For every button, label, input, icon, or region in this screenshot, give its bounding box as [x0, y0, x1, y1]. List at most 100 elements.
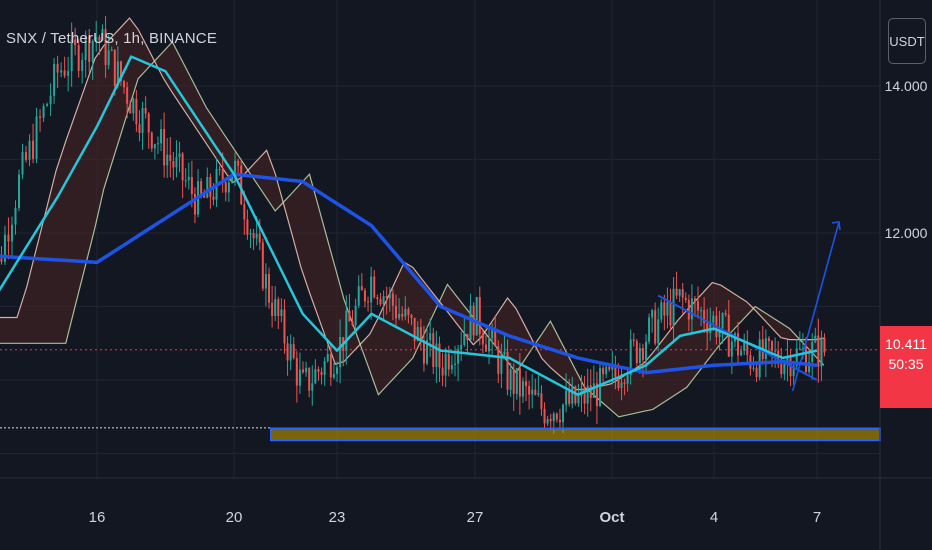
candle-body — [481, 334, 484, 345]
candle-body — [314, 369, 317, 384]
candle-body — [817, 335, 820, 367]
candle-body — [792, 365, 795, 377]
candle-body — [660, 302, 663, 320]
candle-body — [274, 299, 277, 317]
candle-body — [675, 288, 678, 296]
candle-body — [283, 309, 286, 344]
candle-body — [555, 413, 558, 420]
slow-moving-average-line — [0, 172, 818, 375]
candle-body — [363, 290, 366, 302]
candle-body — [181, 153, 184, 181]
candle-body — [357, 286, 360, 306]
candle-body — [200, 181, 203, 195]
candle-body — [249, 233, 252, 235]
candle-body — [466, 333, 469, 340]
candle-body — [113, 49, 116, 86]
candle-body — [394, 305, 397, 319]
x-tick-label: 7 — [813, 509, 821, 526]
candle-body — [376, 297, 379, 299]
candle-body — [298, 369, 301, 386]
candle-body — [718, 328, 721, 338]
candle-body — [277, 299, 280, 317]
candle-body — [311, 383, 314, 391]
candle-body — [184, 180, 187, 182]
candle-body — [632, 339, 635, 342]
candle-body — [317, 369, 320, 372]
candle-body — [752, 367, 755, 369]
candle-body — [552, 413, 555, 422]
candle-body — [758, 339, 761, 378]
last-price-value: 10.411 — [885, 336, 927, 352]
candle-body — [28, 140, 31, 160]
candle-body — [568, 390, 571, 404]
candle-body — [435, 343, 438, 368]
candle-body — [135, 98, 138, 125]
candle-body — [323, 361, 326, 375]
candle-body — [261, 242, 264, 289]
candle-body — [206, 176, 209, 198]
cloud-edge-b — [0, 40, 825, 418]
candle-body — [595, 383, 598, 407]
candle-body — [18, 174, 20, 209]
candle-body — [534, 389, 537, 395]
candle-body — [500, 354, 503, 374]
candle-body — [255, 233, 258, 239]
ichimoku-cloud — [0, 17, 825, 418]
candle-body — [74, 39, 77, 46]
candle-body — [320, 371, 323, 375]
candle-body — [737, 333, 740, 356]
candle-body — [484, 344, 487, 352]
candle-body — [491, 328, 494, 339]
candle-body — [438, 343, 441, 368]
candle-body — [687, 300, 690, 320]
candle-body — [494, 328, 497, 347]
candle-body — [602, 368, 605, 375]
candle-body — [577, 396, 580, 404]
candle-body — [805, 348, 808, 373]
candle-body — [419, 327, 422, 341]
candle-body — [558, 419, 561, 423]
chart-grid — [0, 0, 880, 478]
candle-body — [506, 351, 509, 390]
candle-body — [690, 298, 693, 320]
candle-body — [531, 389, 534, 395]
candle-body — [14, 208, 17, 225]
last-price-tag: 10.411 50:35 — [880, 326, 932, 408]
candle-body — [305, 367, 308, 373]
candle-body — [391, 293, 394, 306]
candle-body — [339, 337, 342, 368]
candle-body — [119, 61, 122, 82]
candle-body — [25, 151, 28, 160]
candle-body — [410, 315, 413, 318]
candle-body — [426, 339, 429, 364]
candle-body — [243, 204, 246, 220]
candle-body — [98, 37, 101, 41]
candle-body — [295, 358, 298, 386]
candle-body — [172, 161, 175, 168]
candle-body — [681, 289, 684, 298]
candle-body — [88, 35, 91, 62]
up-arrow-head — [831, 221, 841, 231]
candle-body — [592, 383, 595, 398]
candle-body — [116, 61, 119, 86]
candle-body — [286, 343, 289, 361]
candle-body — [614, 365, 617, 377]
candle-body — [672, 288, 675, 326]
price-unit-label[interactable]: USDT — [888, 18, 926, 64]
candle-body — [53, 63, 56, 96]
chart-title: SNX / TetherUS, 1h, BINANCE — [6, 30, 218, 47]
candle-body — [641, 347, 644, 360]
candle-body — [209, 176, 212, 197]
candle-body — [460, 344, 463, 350]
candle-body — [786, 356, 789, 364]
candle-body — [56, 63, 59, 73]
candle-body — [795, 348, 798, 366]
candle-body — [271, 302, 274, 317]
candle-body — [138, 124, 141, 133]
candle-body — [463, 333, 466, 345]
candle-body — [193, 194, 196, 215]
y-tick-label: 14.000 — [885, 78, 928, 94]
candle-body — [132, 98, 135, 114]
candle-body — [651, 310, 654, 318]
